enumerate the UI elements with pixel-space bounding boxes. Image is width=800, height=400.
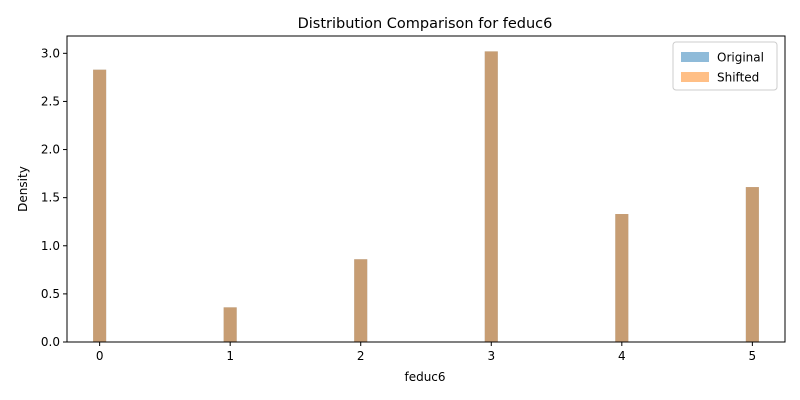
bar-shifted-1 <box>223 307 237 342</box>
y-tick-label: 0.5 <box>41 287 60 301</box>
x-tick-label: 0 <box>96 349 104 363</box>
y-tick-label: 0.0 <box>41 335 60 349</box>
legend: Original Shifted <box>672 41 778 91</box>
bars-layer <box>93 51 759 343</box>
x-tick-label: 2 <box>357 349 365 363</box>
chart-title: Distribution Comparison for feduc6 <box>298 16 553 32</box>
bar-shifted-3 <box>484 51 498 343</box>
legend-swatch-shifted <box>681 72 709 82</box>
legend-label-original: Original <box>717 51 764 65</box>
bar-shifted-2 <box>354 259 368 342</box>
x-tick-label: 5 <box>749 349 757 363</box>
y-tick-label: 2.5 <box>41 94 60 108</box>
y-tick-label: 1.5 <box>41 191 60 205</box>
legend-swatch-original <box>681 52 709 62</box>
y-tick-label: 3.0 <box>41 46 60 60</box>
y-axis-ticks: 0.0 0.5 1.0 1.5 2.0 2.5 3.0 <box>41 46 67 349</box>
x-tick-label: 4 <box>618 349 626 363</box>
x-axis-label: feduc6 <box>404 370 445 384</box>
x-tick-label: 3 <box>487 349 495 363</box>
bar-shifted-4 <box>615 214 629 342</box>
legend-label-shifted: Shifted <box>717 71 759 85</box>
x-axis-ticks: 0 1 2 3 4 5 <box>96 342 756 363</box>
plot-frame <box>66 35 786 343</box>
x-tick-label: 1 <box>226 349 234 363</box>
bar-shifted-5 <box>745 187 759 342</box>
y-tick-label: 2.0 <box>41 143 60 157</box>
y-axis-label: Density <box>16 166 30 212</box>
y-tick-label: 1.0 <box>41 239 60 253</box>
bar-shifted-0 <box>93 69 107 343</box>
